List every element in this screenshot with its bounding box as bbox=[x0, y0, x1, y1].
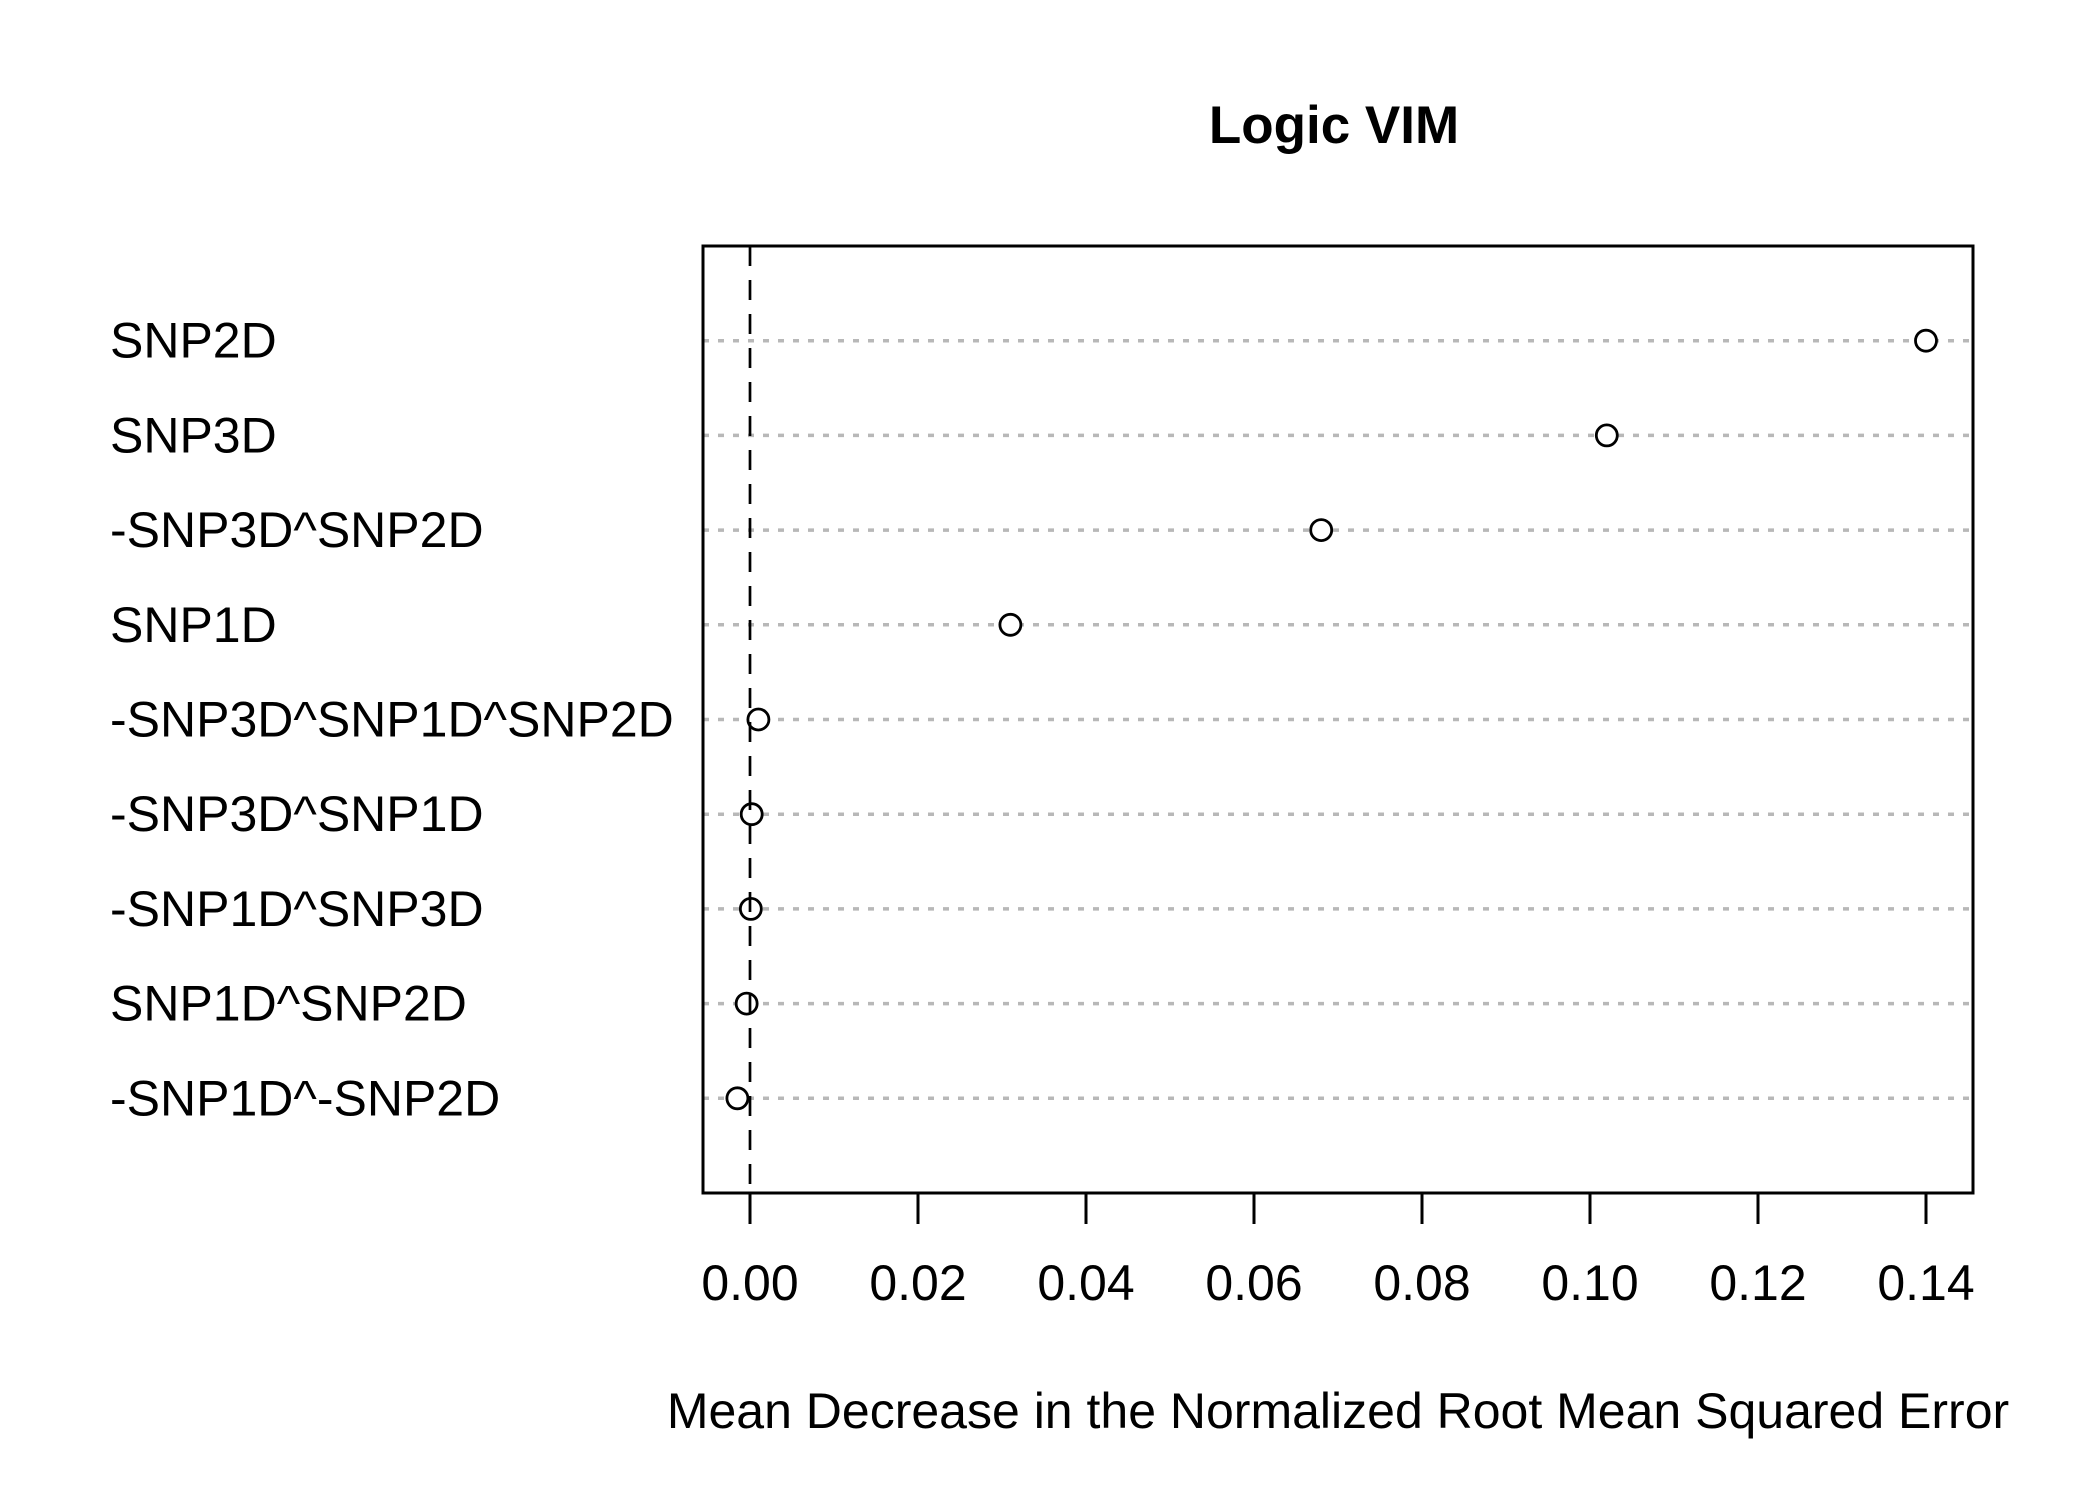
x-tick-label: 0.02 bbox=[869, 1255, 966, 1311]
x-tick-label: 0.00 bbox=[701, 1255, 798, 1311]
category-label: SNP3D bbox=[110, 407, 277, 463]
points-layer bbox=[725, 328, 1938, 1111]
category-label-layer: SNP2D SNP3D -SNP3D^SNP2D SNP1D -SNP3D^SNP1D^… bbox=[110, 313, 674, 1127]
data-point bbox=[746, 707, 771, 732]
data-point bbox=[1914, 328, 1938, 353]
x-tick-label: 0.08 bbox=[1373, 1255, 1470, 1311]
x-tick-label: 0.10 bbox=[1541, 1255, 1638, 1311]
category-label: -SNP3D^SNP1D^SNP2D bbox=[110, 692, 674, 748]
plot-border bbox=[701, 244, 1975, 1195]
x-tick-label: 0.14 bbox=[1877, 1255, 1974, 1311]
category-label: SNP1D^SNP2D bbox=[110, 976, 467, 1032]
category-label: -SNP3D^SNP1D bbox=[110, 786, 484, 842]
data-point bbox=[725, 1086, 750, 1111]
data-point bbox=[1309, 518, 1334, 542]
data-point bbox=[734, 991, 759, 1016]
grid-layer bbox=[703, 338, 1973, 1101]
data-point bbox=[1594, 423, 1619, 448]
x-tick-label: 0.12 bbox=[1709, 1255, 1806, 1311]
axis-layer: 0.00 0.02 0.04 0.06 0.08 0.10 0.12 0.14 bbox=[701, 1193, 1975, 1311]
category-label: -SNP1D^SNP3D bbox=[110, 881, 484, 937]
x-tick-label: 0.04 bbox=[1037, 1255, 1134, 1311]
chart-title: Logic VIM bbox=[1209, 96, 1459, 155]
category-label: -SNP1D^-SNP2D bbox=[110, 1070, 500, 1126]
data-point bbox=[739, 802, 764, 827]
x-axis-title: Mean Decrease in the Normalized Root Mea… bbox=[667, 1383, 2009, 1439]
category-label: -SNP3D^SNP2D bbox=[110, 502, 484, 558]
x-tick-label: 0.06 bbox=[1205, 1255, 1302, 1311]
category-label: SNP2D bbox=[110, 313, 277, 369]
category-label: SNP1D bbox=[110, 597, 277, 653]
data-point bbox=[998, 612, 1023, 637]
